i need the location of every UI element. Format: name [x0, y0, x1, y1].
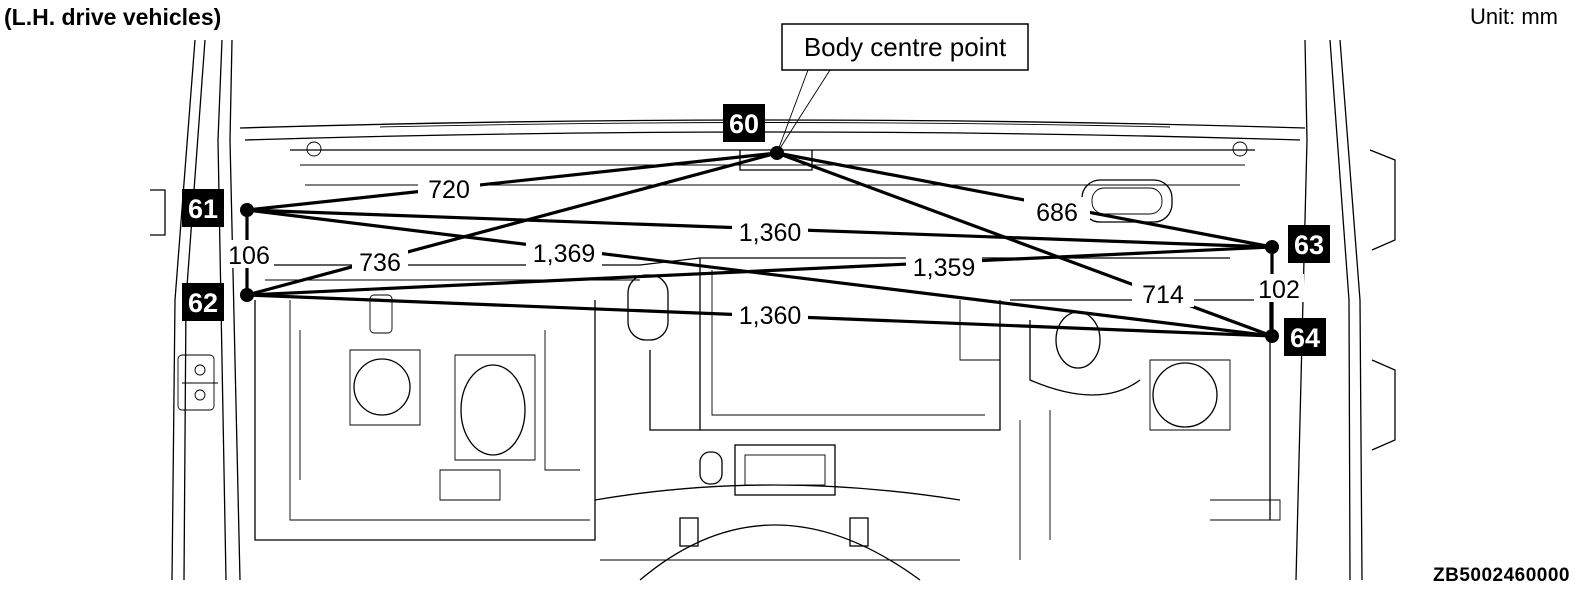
dim-60-61: 720 — [428, 176, 470, 204]
line-60-62 — [246, 151, 778, 297]
dim-62-64: 1,360 — [739, 302, 802, 330]
measurement-points — [240, 146, 1279, 343]
figure-id: ZB5002460000 — [1433, 565, 1570, 586]
point-64-marker — [1265, 329, 1279, 343]
tag-60: 60 — [729, 109, 759, 139]
dim-60-63: 686 — [1036, 199, 1078, 227]
dimension-labels: 720 736 686 714 106 1,360 1,369 1,359 1,… — [224, 174, 1304, 330]
point-tags: 60 61 62 63 64 — [182, 104, 1330, 356]
body-centre-callout: Body centre point — [776, 23, 1029, 154]
body-structure-drawing — [150, 39, 1396, 581]
dim-61-63: 1,360 — [739, 219, 802, 247]
dim-60-62: 736 — [359, 249, 401, 277]
tag-64: 64 — [1290, 323, 1320, 353]
dim-63-64: 102 — [1258, 276, 1300, 304]
dim-61-62: 106 — [228, 242, 270, 270]
callout-text: Body centre point — [804, 32, 1007, 62]
point-63-marker — [1265, 240, 1279, 254]
dim-62-63: 1,359 — [913, 254, 976, 282]
tag-62: 62 — [188, 288, 218, 318]
dim-61-64: 1,369 — [533, 240, 596, 268]
diagram-title: (L.H. drive vehicles) — [4, 4, 222, 30]
point-61-marker — [240, 203, 254, 217]
line-60-61 — [246, 151, 778, 212]
tag-63: 63 — [1294, 230, 1324, 260]
line-62-63 — [246, 245, 1273, 297]
point-62-marker — [240, 288, 254, 302]
tag-61: 61 — [188, 194, 218, 224]
unit-label: Unit: mm — [1470, 4, 1558, 29]
dim-60-64: 714 — [1142, 281, 1184, 309]
point-60-marker — [770, 146, 784, 160]
line-61-64 — [246, 208, 1273, 338]
